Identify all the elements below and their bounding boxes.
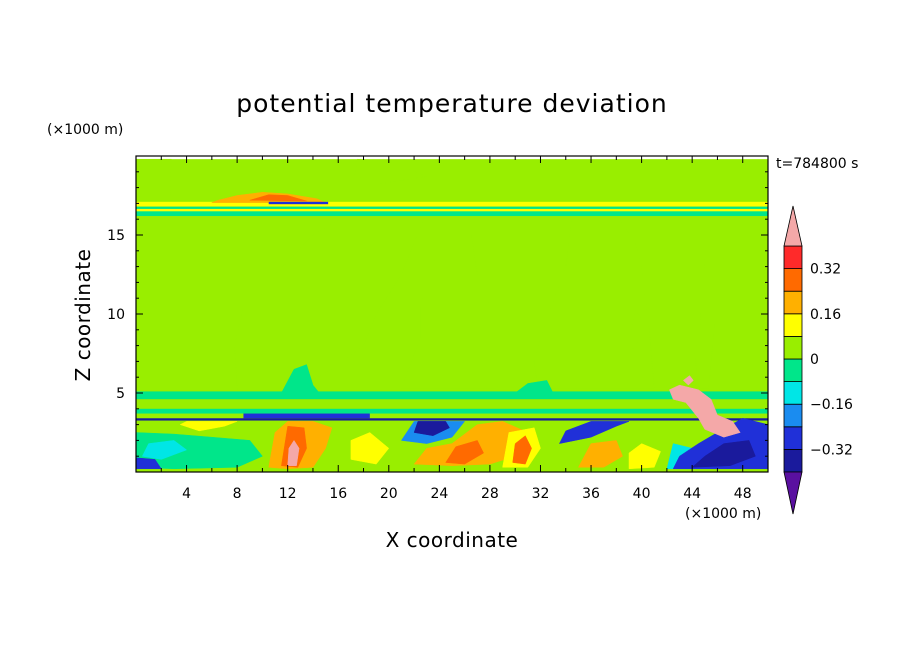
contour-band-8	[136, 391, 768, 400]
contour-band-17	[268, 201, 329, 205]
y-tick-label: 15	[107, 228, 125, 244]
contour-band-18	[136, 208, 768, 212]
contour-region-41	[691, 440, 756, 468]
y-tick-label: 5	[116, 386, 125, 402]
colorbar-box	[783, 381, 803, 405]
x-tick-label: 28	[481, 486, 499, 502]
x-tick-label: 32	[532, 486, 550, 502]
x-tick-label: 24	[430, 486, 448, 502]
time-label: t=784800 s	[776, 156, 858, 172]
x-tick-label: 12	[279, 486, 297, 502]
contour-region-35	[512, 435, 532, 465]
y-tick-label: 10	[107, 307, 125, 323]
heatmap-field	[136, 158, 768, 472]
x-axis-ticks: 4 8 12 16 20 24 28 32 36 40 44 48	[160, 156, 752, 502]
contour-region-23	[141, 440, 188, 460]
contour-band-10	[136, 408, 768, 414]
contour-region-42	[669, 384, 741, 438]
colorbar-box	[783, 426, 803, 450]
contour-band-20	[136, 418, 768, 421]
x-tick-label: 20	[380, 486, 398, 502]
x-axis-label: X coordinate	[386, 528, 519, 552]
chart-title: potential temperature deviation	[236, 89, 667, 118]
x-tick-label: 48	[734, 486, 752, 502]
contour-band-14	[136, 201, 768, 207]
contour-region-11	[280, 364, 320, 394]
contour-band-19	[243, 413, 370, 419]
y-axis-label: Z coordinate	[71, 249, 95, 382]
colorbar-box	[783, 245, 803, 270]
x-tick-label: 36	[582, 486, 600, 502]
y-axis-unit: (×1000 m)	[47, 122, 123, 138]
contour-region-16	[249, 194, 307, 202]
contour-region-31	[413, 421, 450, 436]
colorbar-box	[783, 358, 803, 383]
contour-region-29	[350, 432, 390, 465]
x-tick-label: 4	[182, 486, 191, 502]
contour-region-33	[445, 440, 484, 465]
x-tick-label: 16	[329, 486, 347, 502]
y-axis-ticks: 5 10 15	[107, 171, 768, 457]
colorbar-tick-label: −0.32	[810, 442, 853, 458]
contour-region-36	[558, 421, 630, 444]
contour-region-24	[136, 457, 162, 470]
colorbar-box	[783, 313, 803, 337]
x-axis-unit: (×1000 m)	[685, 506, 761, 522]
contour-region-28	[287, 439, 300, 466]
contour-region-25	[179, 421, 238, 432]
x-tick-label: 44	[683, 486, 701, 502]
colorbar-lower-arrow	[783, 471, 803, 515]
colorbar: 0.32 0.16 0 −0.16 −0.32	[783, 205, 853, 515]
colorbar-tick-label: 0.32	[810, 262, 841, 278]
contour-region-3	[354, 158, 428, 185]
colorbar-tick-label: 0	[810, 352, 819, 368]
contour-region-12	[514, 380, 554, 394]
contour-region-43	[682, 375, 694, 386]
colorbar-tick-label: −0.16	[810, 397, 853, 413]
contour-region-38	[628, 443, 661, 470]
contour-region-4	[401, 233, 503, 389]
colorbar-tick-label: 0.16	[810, 307, 841, 323]
colorbar-box	[783, 403, 803, 428]
contour-region-7	[631, 310, 641, 350]
x-tick-label: 8	[233, 486, 242, 502]
contour-band-9	[136, 399, 768, 409]
colorbar-box	[783, 268, 803, 292]
x-tick-label: 40	[633, 486, 651, 502]
colorbar-box	[783, 335, 803, 360]
colorbar-upper-arrow	[783, 205, 803, 247]
colorbar-box	[783, 448, 803, 473]
colorbar-box	[783, 290, 803, 315]
contour-region-37	[577, 440, 623, 468]
